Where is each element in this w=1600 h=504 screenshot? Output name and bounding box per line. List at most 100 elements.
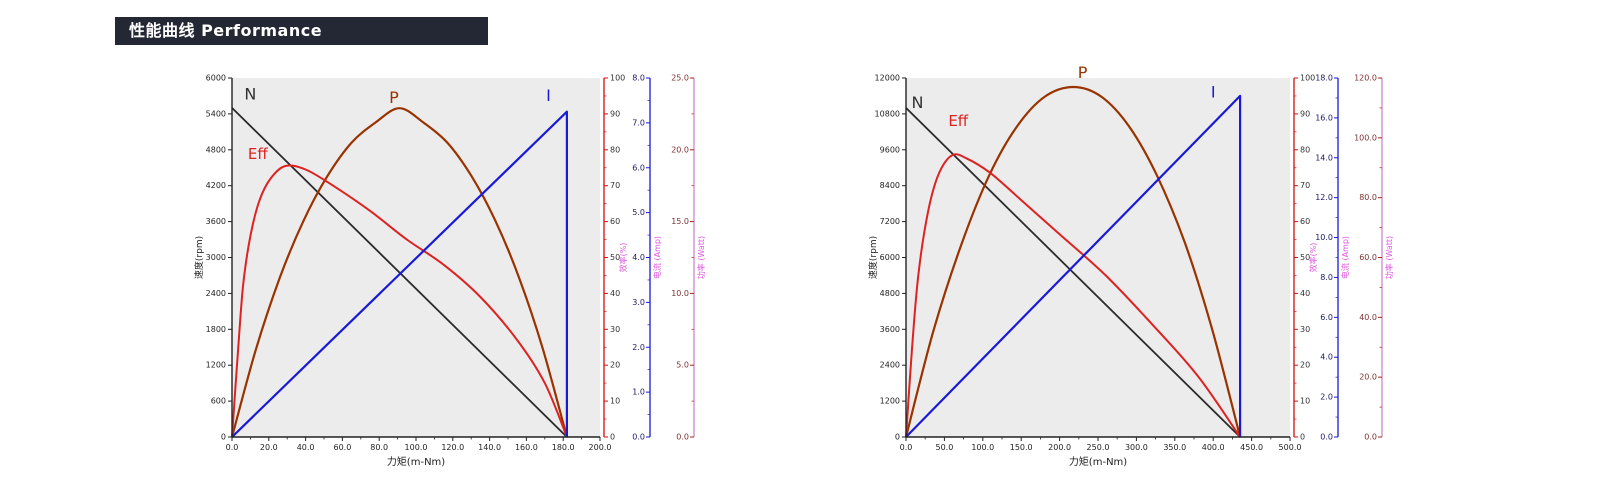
eff-tick-label: 40 <box>1300 289 1310 298</box>
speed-tick-label: 2400 <box>880 361 900 370</box>
x-tick-label: 120.0 <box>441 443 464 452</box>
x-axis-title: 力矩(m-Nm) <box>387 455 445 468</box>
curve-i <box>905 94 1242 438</box>
speed-tick-label: 7200 <box>880 217 900 226</box>
curve-p <box>904 85 1242 438</box>
curve-n <box>905 107 1241 438</box>
x-tick-label: 40.0 <box>297 443 315 452</box>
current-tick-label: 3.0 <box>632 298 645 307</box>
curve-label-p: P <box>1078 63 1088 82</box>
power-tick-label: 80.0 <box>1359 193 1377 202</box>
x-tick-label: 60.0 <box>333 443 351 452</box>
eff-tick-label: 80 <box>1300 145 1310 154</box>
current-axis-title: 电流 (Amp) <box>1340 236 1350 279</box>
speed-tick-label: 9600 <box>880 145 900 154</box>
speed-tick-label: 8400 <box>880 181 900 190</box>
speed-tick-label: 4200 <box>206 181 226 190</box>
x-tick-label: 250.0 <box>1087 443 1110 452</box>
curve-i <box>231 110 568 438</box>
current-tick-label: 8.0 <box>1320 273 1333 282</box>
eff-tick-label: 80 <box>610 145 620 154</box>
power-tick-label: 10.0 <box>671 289 689 298</box>
speed-tick-label: 6000 <box>880 253 900 262</box>
speed-tick-label: 5400 <box>206 109 226 118</box>
speed-tick-label: 1800 <box>206 325 226 334</box>
x-tick-label: 180.0 <box>552 443 575 452</box>
eff-tick-label: 60 <box>1300 217 1310 226</box>
current-tick-label: 8.0 <box>632 74 645 83</box>
speed-axis-title: 速度(rpm) <box>867 236 879 279</box>
curve-label-i: I <box>1211 82 1216 101</box>
x-axis-title: 力矩(m-Nm) <box>1069 455 1127 468</box>
eff-tick-label: 30 <box>1300 325 1310 334</box>
plot-area <box>906 78 1290 437</box>
curve-label-i: I <box>546 86 551 105</box>
power-tick-label: 60.0 <box>1359 253 1377 262</box>
curve-label-p: P <box>389 88 399 107</box>
current-tick-label: 6.0 <box>632 163 645 172</box>
current-tick-label: 18.0 <box>1315 74 1333 83</box>
x-tick-label: 20.0 <box>260 443 278 452</box>
x-tick-label: 350.0 <box>1163 443 1186 452</box>
curve-label-eff: Eff <box>948 112 968 130</box>
performance-chart-left: 0 600 1200 1800 2400 3000 3600 4200 4800 5400 6000… <box>190 62 735 484</box>
current-tick-label: 0.0 <box>632 433 645 442</box>
x-tick-label: 150.0 <box>1010 443 1033 452</box>
current-tick-label: 10.0 <box>1315 233 1333 242</box>
power-tick-label: 100.0 <box>1354 133 1377 142</box>
current-tick-label: 7.0 <box>632 118 645 127</box>
x-tick-label: 200.0 <box>1048 443 1071 452</box>
chart-svg-left: 0600120018002400300036004200480054006000… <box>193 74 706 469</box>
eff-tick-label: 50 <box>1300 253 1310 262</box>
x-tick-label: 50.0 <box>935 443 953 452</box>
curve-label-n: N <box>244 84 256 103</box>
power-tick-label: 5.0 <box>676 361 689 370</box>
speed-axis-title: 速度(rpm) <box>193 236 205 279</box>
eff-tick-label: 90 <box>1300 109 1310 118</box>
power-axis-title: 功率 (Watt) <box>696 236 706 279</box>
eff-tick-label: 100 <box>1300 74 1315 83</box>
curve-label-n: N <box>912 93 924 112</box>
current-tick-label: 4.0 <box>632 253 645 262</box>
power-tick-label: 40.0 <box>1359 313 1377 322</box>
current-tick-label: 1.0 <box>632 388 645 397</box>
speed-tick-label: 3000 <box>206 253 226 262</box>
x-tick-label: 80.0 <box>370 443 388 452</box>
current-tick-label: 2.0 <box>1320 393 1333 402</box>
speed-tick-label: 600 <box>211 397 226 406</box>
speed-tick-label: 1200 <box>206 361 226 370</box>
eff-tick-label: 40 <box>610 289 620 298</box>
eff-tick-label: 60 <box>610 217 620 226</box>
eff-tick-label: 20 <box>1300 361 1310 370</box>
chart-svg-right: 0120024003600480060007200840096001080012… <box>867 63 1394 468</box>
x-tick-label: 0.0 <box>226 443 239 452</box>
eff-tick-label: 50 <box>610 253 620 262</box>
x-tick-label: 100.0 <box>405 443 428 452</box>
eff-tick-label: 90 <box>610 109 620 118</box>
current-tick-label: 4.0 <box>1320 353 1333 362</box>
performance-chart-right: 0 1200 2400 3600 4800 6000 7200 8400 9600 10800 12… <box>864 62 1434 484</box>
power-tick-label: 0.0 <box>1364 433 1377 442</box>
eff-axis-title: 效率(%) <box>1308 243 1318 273</box>
curve-label-eff: Eff <box>248 145 268 163</box>
page-title-text: 性能曲线 Performance <box>129 21 323 40</box>
eff-tick-label: 30 <box>610 325 620 334</box>
speed-tick-label: 10800 <box>875 109 900 118</box>
x-tick-label: 100.0 <box>971 443 994 452</box>
power-tick-label: 25.0 <box>671 74 689 83</box>
speed-tick-label: 0 <box>895 433 900 442</box>
x-tick-label: 450.0 <box>1240 443 1263 452</box>
speed-tick-label: 12000 <box>875 74 900 83</box>
x-tick-label: 300.0 <box>1125 443 1148 452</box>
current-axis-title: 电流 (Amp) <box>652 236 662 279</box>
eff-tick-label: 0 <box>610 433 615 442</box>
x-tick-label: 140.0 <box>478 443 501 452</box>
power-axis-title: 功率 (Watt) <box>1384 236 1394 279</box>
curve-eff <box>905 153 1241 438</box>
eff-axis-title: 效率(%) <box>618 243 628 273</box>
current-tick-label: 5.0 <box>632 208 645 217</box>
power-tick-label: 20.0 <box>1359 373 1377 382</box>
eff-tick-label: 0 <box>1300 433 1305 442</box>
eff-tick-label: 20 <box>610 361 620 370</box>
x-tick-label: 400.0 <box>1202 443 1225 452</box>
